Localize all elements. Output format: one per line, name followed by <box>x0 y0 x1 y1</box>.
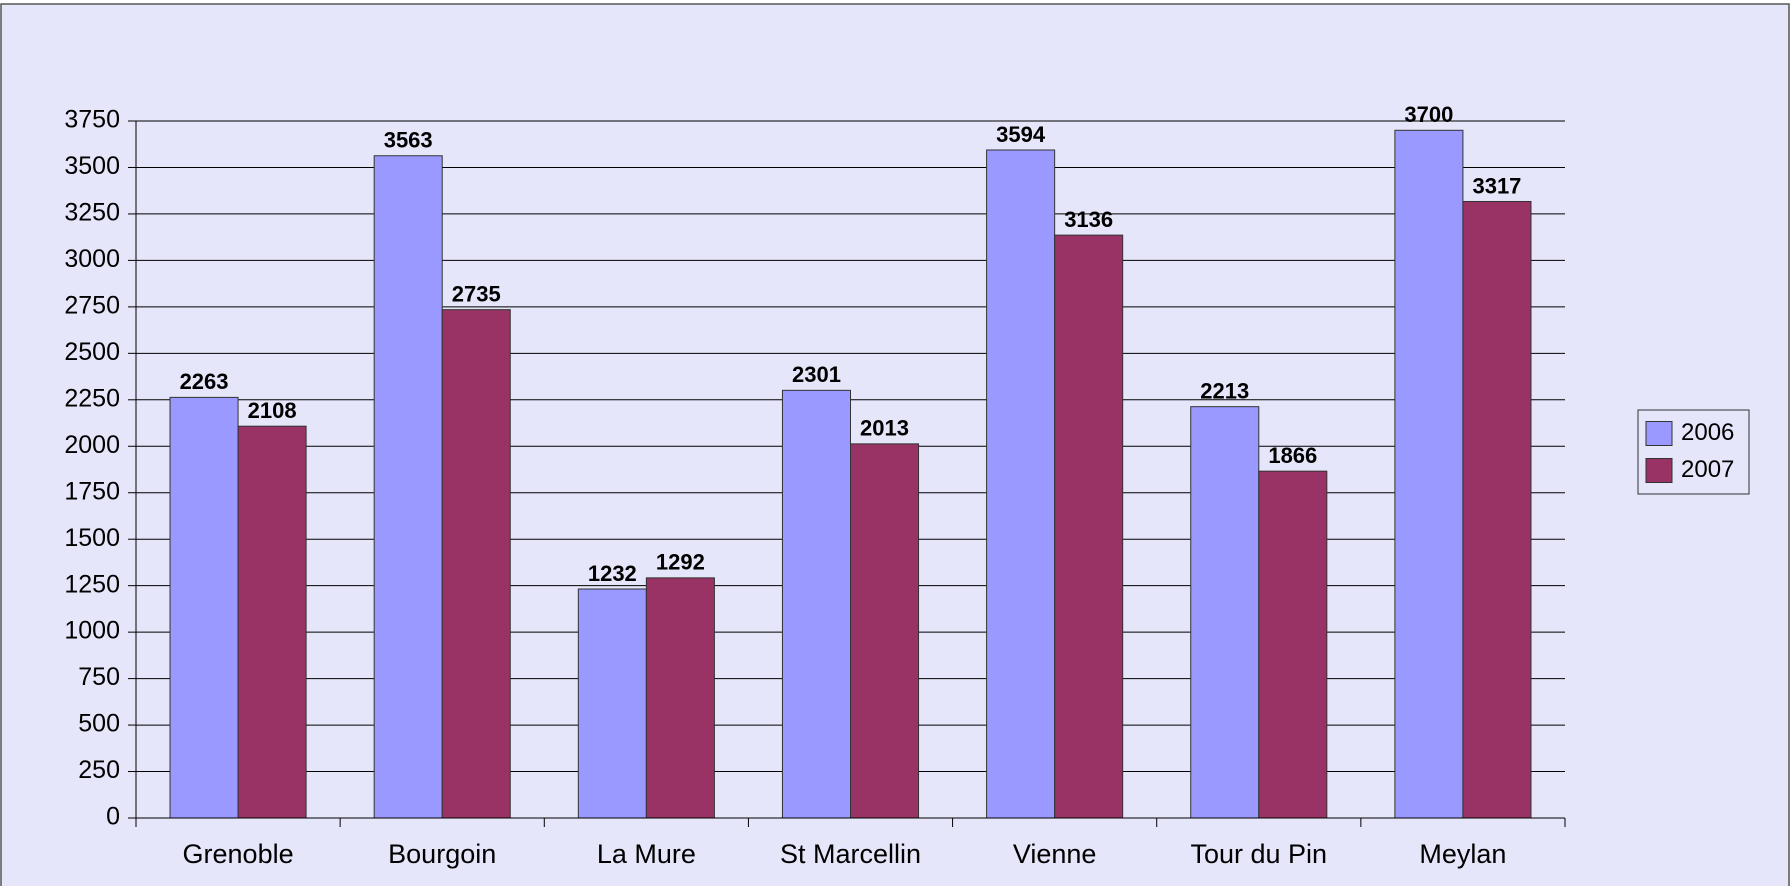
y-tick-label: 3750 <box>64 106 120 134</box>
value-label: 3317 <box>1472 173 1521 198</box>
bar <box>237 425 307 819</box>
y-tick-label: 0 <box>106 803 120 831</box>
y-tick-label: 500 <box>78 710 120 738</box>
bar <box>1462 200 1532 819</box>
y-tick-label: 1000 <box>64 617 120 645</box>
value-label: 1866 <box>1268 443 1317 468</box>
legend-swatch <box>1645 421 1673 446</box>
y-tick-label: 250 <box>78 756 120 784</box>
value-label: 1292 <box>656 550 705 575</box>
x-tick-label: La Mure <box>597 839 696 869</box>
legend-label: 2007 <box>1681 456 1734 483</box>
value-label: 3136 <box>1064 207 1113 232</box>
x-tick-label: Vienne <box>1013 839 1097 869</box>
legend-label: 2006 <box>1681 419 1734 446</box>
bar <box>1394 129 1464 819</box>
bar <box>577 588 647 819</box>
value-label: 3563 <box>384 128 433 153</box>
y-tick-label: 1750 <box>64 477 120 505</box>
value-label: 3700 <box>1404 102 1453 127</box>
bar <box>645 577 715 819</box>
bar <box>781 389 852 819</box>
y-tick-label: 750 <box>78 663 120 691</box>
bar <box>373 155 443 819</box>
value-label: 2735 <box>452 281 501 306</box>
y-tick-label: 3250 <box>64 199 120 227</box>
value-label: 1232 <box>588 561 637 586</box>
bar <box>441 309 511 819</box>
bar <box>850 443 920 819</box>
bar <box>1258 470 1328 819</box>
x-tick-label: Meylan <box>1419 839 1506 869</box>
bar <box>169 396 239 819</box>
y-tick-label: 2000 <box>64 431 120 459</box>
y-tick-label: 1250 <box>64 570 120 598</box>
value-label: 2213 <box>1200 378 1249 403</box>
y-tick-label: 3000 <box>64 245 120 273</box>
value-label: 2301 <box>792 362 841 387</box>
value-label: 2013 <box>860 416 909 441</box>
value-label: 3594 <box>996 122 1046 147</box>
bar <box>986 149 1056 819</box>
bar <box>1190 406 1260 819</box>
y-tick-label: 3500 <box>64 152 120 180</box>
x-tick-label: Grenoble <box>183 839 294 869</box>
x-tick-label: Tour du Pin <box>1190 839 1327 869</box>
x-tick-label: St Marcellin <box>780 839 921 869</box>
bar <box>1054 234 1124 819</box>
y-tick-label: 1500 <box>64 524 120 552</box>
value-label: 2108 <box>248 398 297 423</box>
y-tick-label: 2250 <box>64 384 120 412</box>
y-tick-label: 2750 <box>64 291 120 319</box>
legend-swatch <box>1645 458 1673 483</box>
x-tick-label: Bourgoin <box>388 839 496 869</box>
y-tick-label: 2500 <box>64 338 120 366</box>
value-label: 2263 <box>180 369 229 394</box>
